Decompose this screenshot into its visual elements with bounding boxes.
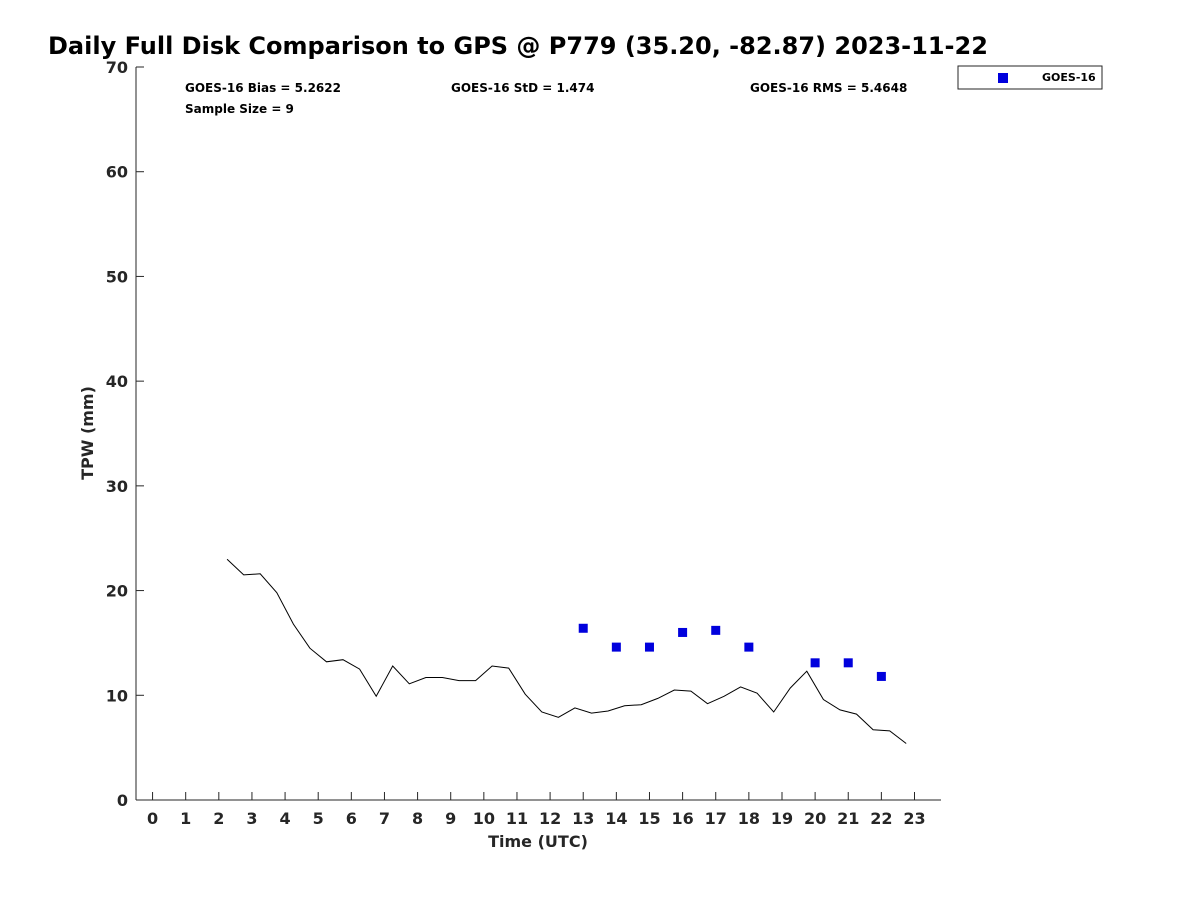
stat-sample-size: Sample Size = 9 [185,102,294,116]
goes16-point [711,625,721,635]
x-tick-label: 5 [313,809,324,828]
y-tick-label: 70 [106,58,128,77]
stats-annotations: GOES-16 Bias = 5.2622 GOES-16 StD = 1.47… [185,81,907,116]
x-tick-label: 10 [473,809,495,828]
x-tick-label: 19 [771,809,793,828]
x-tick-label: 8 [412,809,423,828]
x-tick-label: 0 [147,809,158,828]
goes16-point [644,642,654,652]
x-ticks: 0 1 2 3 4 5 6 7 8 9 10 11 12 13 14 15 16 17 18 19 20 21 22 23 [147,792,926,828]
goes16-point [810,658,820,668]
x-tick-label: 22 [870,809,892,828]
chart-title: Daily Full Disk Comparison to GPS @ P779… [48,32,988,60]
x-axis-label: Time (UTC) [488,832,588,851]
y-tick-label: 50 [106,267,128,286]
stat-bias: GOES-16 Bias = 5.2622 [185,81,341,95]
goes16-point [578,623,588,633]
stat-rms: GOES-16 RMS = 5.4648 [750,81,907,95]
series-layer [226,558,907,744]
x-tick-label: 20 [804,809,826,828]
plot-frame [136,67,941,800]
x-tick-label: 1 [180,809,191,828]
goes16-point [843,658,853,668]
x-tick-label: 13 [572,809,594,828]
legend-box [957,65,1103,90]
x-tick-label: 4 [280,809,291,828]
x-tick-label: 15 [638,809,660,828]
goes16-point [611,642,621,652]
legend-marker-goes16 [998,73,1008,83]
y-tick-label: 30 [106,477,128,496]
x-tick-label: 18 [738,809,760,828]
legend: GOES-16 [957,65,1103,90]
x-tick-label: 7 [379,809,390,828]
x-tick-label: 21 [837,809,859,828]
goes16-point [876,671,886,681]
y-tick-label: 40 [106,372,128,391]
y-tick-label: 0 [117,791,128,810]
y-axis-label: TPW (mm) [78,386,97,480]
y-tick-label: 60 [106,163,128,182]
y-tick-label: 10 [106,686,128,705]
x-tick-label: 6 [346,809,357,828]
x-tick-label: 17 [705,809,727,828]
x-tick-label: 14 [605,809,627,828]
legend-label-goes16: GOES-16 [1042,71,1096,84]
x-tick-label: 9 [445,809,456,828]
x-tick-label: 16 [671,809,693,828]
stat-std: GOES-16 StD = 1.474 [451,81,594,95]
gps-tpw-line [226,558,907,744]
x-tick-label: 11 [506,809,528,828]
x-tick-label: 23 [903,809,925,828]
x-tick-label: 2 [213,809,224,828]
goes16-point [678,627,688,637]
x-tick-label: 12 [539,809,561,828]
y-ticks: 0 10 20 30 40 50 60 70 [106,58,144,810]
goes16-point [744,642,754,652]
plot-area [135,67,941,801]
x-tick-label: 3 [246,809,257,828]
y-tick-label: 20 [106,582,128,601]
